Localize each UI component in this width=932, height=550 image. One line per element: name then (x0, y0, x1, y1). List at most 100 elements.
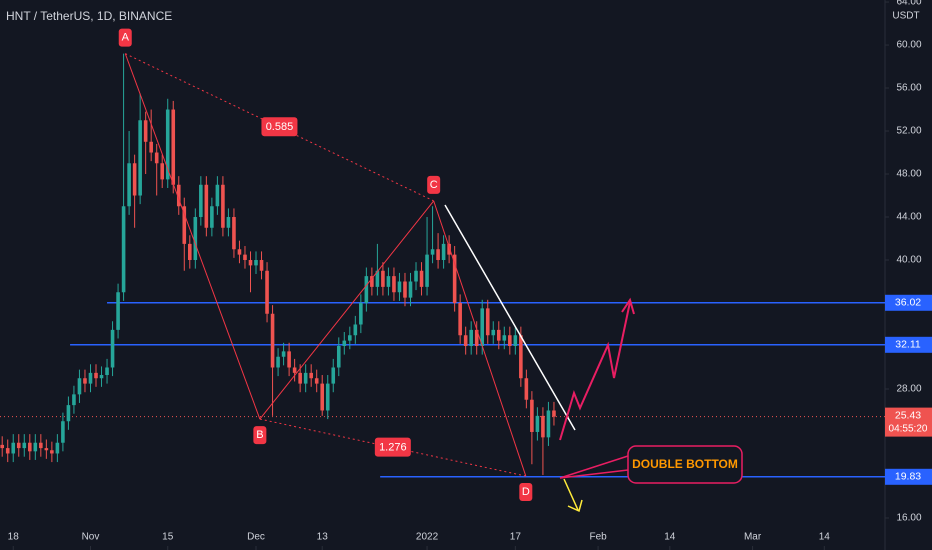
candle-body (276, 356, 280, 368)
callout-box (627, 445, 743, 484)
candle-body (430, 249, 435, 255)
candle-body (452, 254, 457, 303)
candle-body (110, 329, 115, 368)
candle-body (419, 270, 424, 287)
y-tick-label: 44.00 (896, 212, 921, 223)
candle-body (359, 302, 363, 325)
x-tick-label: 14 (819, 532, 831, 543)
candle-body (127, 163, 131, 207)
candle-body (474, 329, 479, 346)
candle-body (447, 243, 451, 255)
candle-body (403, 281, 407, 298)
x-tick-label: 18 (8, 532, 20, 543)
candle-body (27, 442, 32, 452)
candle-body (270, 313, 275, 368)
candle-body (342, 340, 347, 346)
candle-body (221, 184, 225, 228)
candle-body (254, 260, 258, 266)
y-tick-label: 60.00 (896, 40, 921, 51)
candle-body (237, 249, 242, 255)
point-box (427, 175, 441, 194)
candle-body (546, 410, 551, 438)
point-label: B (256, 429, 263, 441)
candle-body (44, 448, 49, 451)
candle-body (513, 335, 518, 346)
candle-body (72, 394, 76, 406)
down-arrowhead (567, 499, 583, 513)
point-box (118, 28, 132, 47)
candle-body (165, 109, 170, 180)
candle-body (292, 367, 297, 373)
x-tick-label: 13 (317, 532, 329, 543)
candle-body (375, 270, 380, 287)
candle-body (530, 399, 534, 432)
x-tick-label: 17 (510, 532, 522, 543)
currency-box (890, 7, 922, 24)
candle-body (138, 120, 142, 196)
candle-body (226, 217, 231, 228)
last-price-label: 25.43 (895, 409, 921, 421)
chart-title: HNT / TetherUS, 1D, BINANCE (6, 9, 172, 23)
candle-body (281, 351, 286, 357)
candle-body (381, 270, 385, 287)
ratio-label: 1.276 (379, 441, 407, 453)
candle-body (491, 329, 496, 336)
candle-body (508, 335, 512, 346)
candle-body (210, 206, 214, 228)
level-box (885, 336, 932, 353)
x-tick-label: 15 (162, 532, 174, 543)
candle-body (541, 415, 545, 438)
candle-body (215, 184, 220, 207)
point-label: D (522, 486, 530, 498)
candle-body (386, 276, 391, 287)
candle-body (364, 276, 369, 303)
candle-body (502, 335, 507, 341)
candle-body (353, 324, 358, 336)
candle-body (425, 254, 429, 287)
candle-body (303, 372, 308, 384)
candle-body (336, 345, 341, 368)
x-tick-label: Mar (744, 532, 762, 543)
x-tick-label: Feb (589, 532, 607, 543)
x-tick-label: Nov (82, 532, 100, 543)
candle-body (331, 367, 336, 384)
pattern-leg (433, 200, 527, 477)
candle-body (77, 378, 82, 395)
candle-body (232, 217, 236, 250)
candle-body (188, 243, 192, 261)
candle-body (414, 270, 418, 282)
candle-body (348, 335, 352, 341)
candle-body (105, 367, 109, 376)
candle-body (143, 120, 148, 142)
candle-body (94, 372, 98, 379)
candle-body (5, 448, 10, 454)
y-tick-label: 52.00 (896, 126, 921, 137)
candle-body (397, 281, 402, 293)
candle-body (116, 292, 120, 330)
down-arrow (563, 478, 579, 511)
candle-body (160, 163, 165, 180)
x-tick-label: 2022 (416, 532, 439, 543)
candle-body (171, 109, 176, 185)
point-box (253, 426, 267, 445)
candle-body (309, 372, 313, 379)
candle-body (552, 410, 556, 417)
candle-body (287, 351, 291, 368)
candle-body (0, 444, 5, 449)
y-tick-label: 56.00 (896, 83, 921, 94)
candle-body (88, 372, 93, 384)
candle-body (193, 217, 198, 261)
candle-body (436, 249, 440, 261)
candle-body (33, 442, 38, 452)
candle-body (458, 302, 462, 336)
ratio-label: 0.585 (266, 121, 294, 133)
candle-body (519, 335, 523, 379)
level-label: 32.11 (895, 339, 921, 351)
candle-body (469, 329, 473, 346)
candle-body (535, 415, 540, 432)
y-tick-label: 28.00 (896, 384, 921, 395)
candle-body (480, 308, 485, 346)
candle-body (463, 335, 468, 346)
